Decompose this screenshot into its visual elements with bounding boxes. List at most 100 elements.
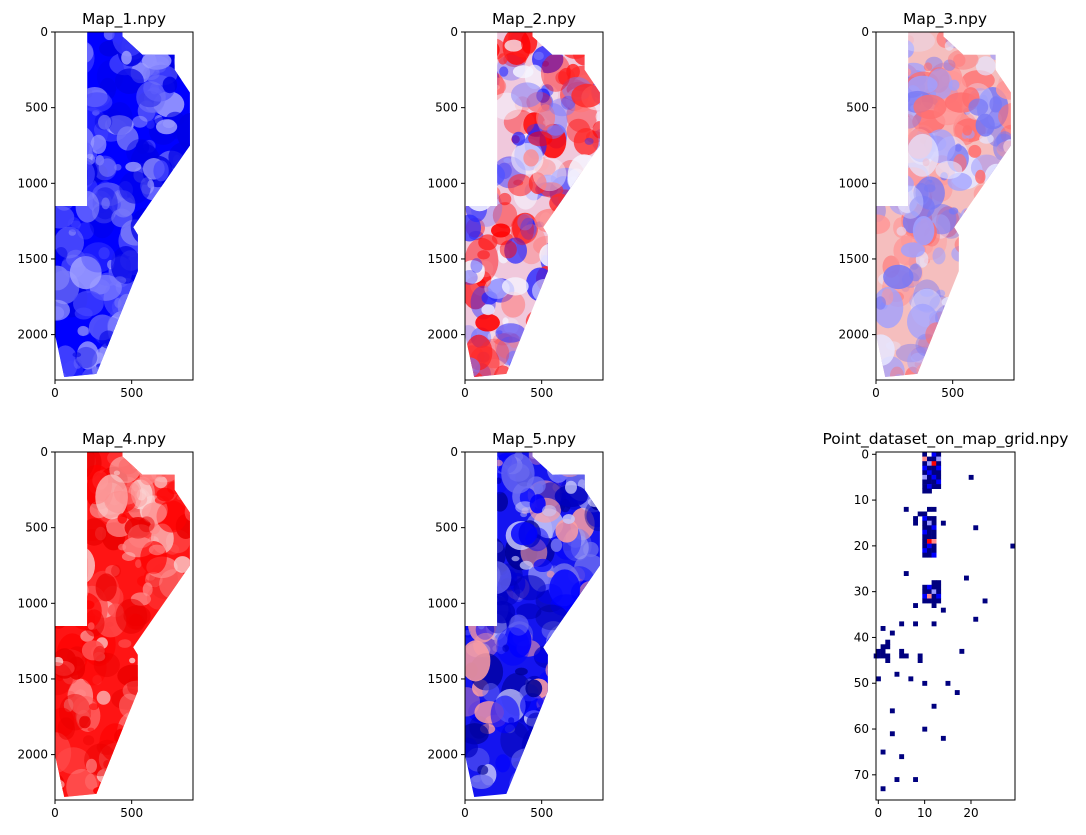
map-texture-blob [516,603,542,620]
grid-cell [922,488,928,494]
map-texture-blob [133,334,157,350]
map-texture-blob [169,682,190,703]
map-texture-blob [568,712,579,725]
map-texture-blob [73,696,98,717]
map-texture-blob [912,216,935,246]
map-texture-blob [167,331,185,347]
map-texture-blob [169,665,178,672]
map-texture-blob [999,251,1011,267]
grid-cell [931,548,937,554]
map-texture-blob [523,782,548,797]
map-texture-blob [173,556,190,573]
map-texture-blob [592,364,600,377]
map-texture-blob [465,276,489,310]
map-texture-blob [932,247,946,265]
map-texture-blob [470,531,495,555]
map-texture-blob [960,316,974,330]
map-texture-blob [991,198,998,206]
map-texture-blob [525,679,543,698]
grid-cell [922,552,928,558]
map-texture-blob [581,736,600,755]
map-texture-blob [86,758,97,773]
map-texture-blob [501,277,529,296]
y-tick-label: 1000 [427,176,458,190]
map-texture-blob [553,765,583,795]
map-texture-blob [571,712,600,747]
map-texture-blob [564,461,580,472]
grid-cell [936,461,942,467]
map-texture-blob [533,362,550,377]
map-texture-blob [987,207,1006,231]
map-texture-blob [498,53,508,65]
map-texture-blob [490,92,523,120]
map-texture-blob [73,290,104,317]
map-texture-blob [490,695,520,734]
map-texture-blob [560,339,570,347]
axes-frame [54,451,194,801]
map-texture-blob [943,59,956,71]
map-texture-blob [994,182,1011,204]
grid-cell [940,735,946,741]
map-texture-blob [55,456,76,481]
map-texture-blob [187,78,190,86]
map-texture-blob [162,755,172,764]
map-texture-blob [586,236,600,265]
map-texture-blob [981,292,988,296]
map-texture-blob [495,323,526,343]
map-texture-blob [472,552,494,567]
grid-cell [922,461,928,467]
map-texture-blob [482,160,495,170]
map-texture-blob [540,53,571,92]
map-texture-blob [146,260,177,298]
map-texture-blob [159,452,174,473]
map-texture-blob [117,513,128,524]
map-texture-blob [125,752,138,762]
map-texture-blob [154,476,168,489]
map-texture-blob [961,342,979,365]
map-texture-blob [138,516,155,533]
map-texture-blob [573,278,580,283]
y-tick-label: 2000 [838,328,869,342]
map-texture-blob [520,217,537,240]
grid-cell [913,516,918,521]
map-texture-blob [181,730,190,745]
grid-cell [931,529,937,535]
map-texture-blob [145,572,163,588]
map-texture-blob [545,718,569,746]
map-texture-blob [465,504,493,543]
map-texture-blob [567,709,586,735]
map-texture-blob [532,157,567,192]
map-texture-blob [156,270,167,281]
map-texture-blob [478,547,488,560]
map-texture-blob [115,598,148,634]
grid-cell [885,658,891,663]
map-texture-blob [123,326,147,353]
map-texture-blob [113,276,127,285]
map-texture-blob [176,113,190,151]
grid-cell [917,658,923,663]
grid-cell [931,470,937,476]
x-tick-label: 10 [917,806,932,820]
map-texture-blob [525,309,555,335]
map-panel-3 [876,32,1011,377]
map-texture-blob [568,693,600,730]
map-texture-blob [55,470,83,506]
grid-cell [899,621,905,627]
map-texture-blob [1000,245,1011,256]
map-texture-blob [465,687,481,717]
map-texture-blob [72,352,82,358]
map-texture-blob [70,571,82,583]
map-texture-blob [89,703,99,711]
grid-cell [894,671,900,677]
map-texture-blob [82,92,113,113]
y-tick-label: 1000 [17,596,48,610]
map-texture-blob [948,207,959,215]
map-texture-blob [883,264,914,290]
map-texture-blob [173,52,188,72]
map-texture-blob [962,220,989,253]
map-texture-blob [879,32,898,44]
grid-cell [922,525,928,531]
map-texture-blob [96,690,111,705]
map-texture-blob [892,183,905,201]
map-texture-blob [55,662,73,696]
